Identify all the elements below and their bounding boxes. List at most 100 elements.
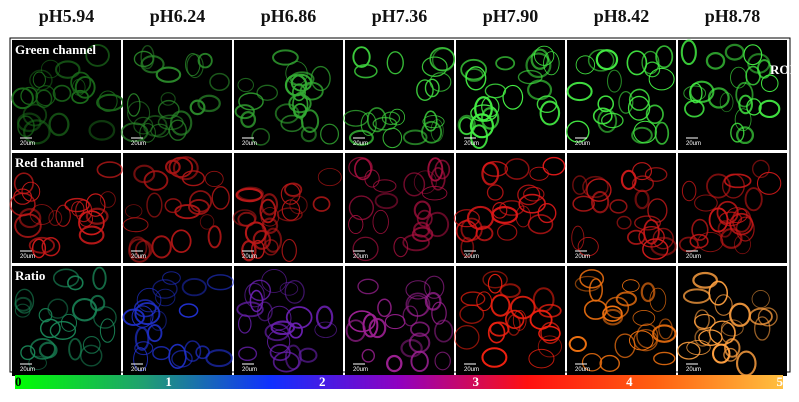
cell-outline (466, 205, 495, 230)
cell-outline (348, 129, 374, 146)
cell-outline (517, 69, 543, 85)
panel-background (234, 40, 343, 150)
cell-outline (602, 308, 624, 326)
cell-outline (157, 114, 184, 131)
cell-outline (647, 198, 668, 223)
cell-outline (48, 112, 70, 137)
image-panel: 20um (456, 40, 565, 150)
cell-outline (134, 302, 161, 326)
cell-outline (16, 112, 42, 133)
cell-outline (168, 156, 194, 178)
cell-outline (716, 200, 739, 225)
cell-outline (155, 288, 176, 307)
cell-outline (133, 164, 156, 184)
colorbar-tick-label: 4 (626, 374, 633, 389)
cell-outline (711, 343, 731, 364)
cell-outline (497, 223, 518, 241)
cell-outline (460, 236, 475, 258)
cell-outline (482, 270, 508, 289)
cell-outline (604, 296, 630, 319)
cell-outline (677, 341, 701, 360)
cell-outline (157, 99, 180, 120)
cell-outline (756, 171, 782, 195)
panel-background (345, 40, 454, 150)
cell-outline (622, 279, 640, 293)
cell-outline (170, 229, 192, 254)
scale-bar-label: 20um (20, 254, 35, 260)
cell-outline (481, 347, 508, 368)
roi-label: ROI (770, 62, 795, 77)
cell-outline (632, 162, 653, 181)
scale-bar-label: 20um (575, 367, 590, 373)
cell-outline (29, 204, 54, 225)
cell-outline (272, 49, 299, 66)
cell-outline (256, 301, 273, 322)
cell-outline (628, 88, 650, 111)
cell-outline (527, 214, 554, 235)
colorbar-tick-label: 5 (777, 374, 784, 389)
cell-outline (99, 318, 116, 343)
scale-bar-label: 20um (353, 141, 368, 147)
scale-bar-label: 20um (131, 254, 146, 260)
cell-outline (430, 119, 444, 142)
cell-outline (54, 60, 81, 79)
cell-outline (410, 350, 429, 373)
scale-bar-label: 20um (464, 254, 479, 260)
cell-outline (495, 56, 516, 71)
cell-outline (181, 277, 207, 297)
cell-outline (199, 214, 215, 230)
panel-background (678, 40, 787, 150)
scale-bar-label: 20um (464, 141, 479, 147)
cell-outline (354, 63, 378, 79)
cell-outline (424, 275, 445, 299)
cell-outline (140, 55, 165, 74)
cell-outline (155, 66, 182, 83)
scale-bar-label: 20um (575, 141, 590, 147)
cell-outline (133, 347, 148, 372)
cell-outline (82, 336, 101, 354)
scale-bar-label: 20um (20, 141, 35, 147)
cell-outline (300, 126, 317, 143)
cell-outline (579, 269, 605, 289)
cell-outline (14, 288, 35, 314)
cell-outline (13, 188, 33, 205)
cell-outline (348, 310, 376, 333)
cell-outline (429, 72, 452, 92)
cell-outline (71, 89, 90, 105)
cell-outline (748, 307, 773, 326)
cell-outline (648, 67, 675, 91)
cell-outline (386, 51, 404, 75)
cell-outline (581, 353, 603, 372)
cell-outline (707, 87, 730, 109)
cell-outline (269, 343, 291, 362)
cell-outline (178, 303, 199, 318)
cell-outline (120, 122, 149, 143)
cell-outline (539, 100, 561, 126)
cell-outline (577, 237, 599, 257)
cell-outline (237, 77, 255, 93)
cell-outline (13, 172, 34, 195)
cell-outline (276, 207, 303, 222)
cell-outline (460, 58, 488, 81)
scale-bar-label: 20um (242, 254, 257, 260)
cell-outline (52, 268, 80, 288)
cell-outline (618, 90, 634, 114)
cell-outline (424, 291, 442, 311)
cell-outline (71, 201, 85, 217)
cell-outline (504, 309, 525, 330)
cell-outline (469, 113, 494, 139)
cell-outline (352, 236, 379, 262)
cell-outline (52, 84, 72, 102)
cell-outline (248, 279, 272, 302)
cell-outline (85, 207, 109, 225)
cell-outline (416, 209, 433, 228)
cell-outline (756, 59, 772, 79)
cell-outline (540, 321, 561, 345)
scale-bar-label: 20um (242, 141, 257, 147)
cell-outline (691, 218, 709, 241)
cell-outline (386, 354, 403, 373)
cell-outline (655, 45, 674, 69)
cell-outline (720, 319, 744, 337)
